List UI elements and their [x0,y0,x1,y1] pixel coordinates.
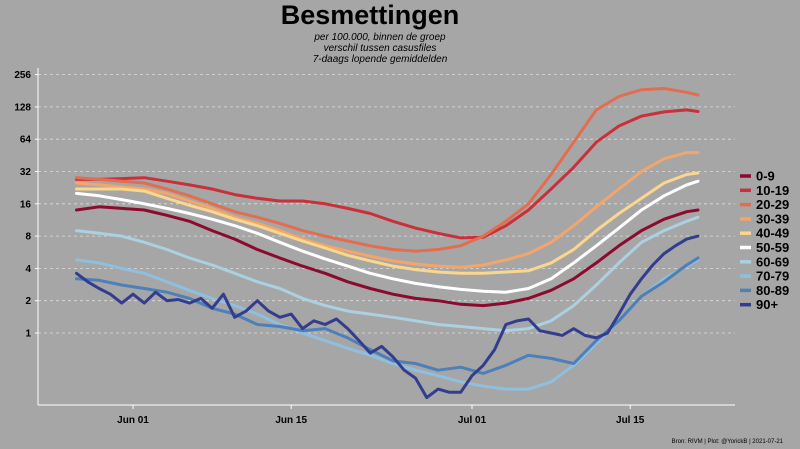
series-line-60-69 [75,215,700,333]
series-line-10-19 [75,108,700,240]
series-line-40-49 [75,171,700,275]
legend-label-20-29: 20-29 [756,197,789,212]
chart-subtitle-line-3: 7-daags lopende gemiddelden [313,54,448,65]
series-line-50-59 [75,179,700,294]
y-tick-label: 32 [20,167,32,178]
y-axis-ticks: 1 2 4 8 16 32 64 128 256 [14,70,38,340]
chart-title: Besmettingen [281,0,460,30]
legend-label-30-39: 30-39 [756,211,789,226]
legend-label-90+: 90+ [756,297,778,312]
x-axis-ticks: Jun 01 Jun 15 Jul 01 Jul 15 [117,405,645,426]
series-line-20-29 [75,87,700,253]
y-tick-label: 64 [20,135,32,146]
x-tick-label: Jun 01 [117,415,149,426]
gridlines [38,74,735,334]
y-tick-label: 256 [14,70,31,81]
y-tick-label: 4 [25,264,31,275]
x-tick-label: Jul 01 [458,415,487,426]
legend-label-0-9: 0-9 [756,169,775,184]
series-line-90+ [75,234,700,400]
y-tick-label: 2 [25,296,31,307]
x-tick-label: Jun 15 [275,415,307,426]
series-line-30-39 [75,151,700,269]
y-tick-label: 16 [20,199,32,210]
legend-label-10-19: 10-19 [756,183,789,198]
chart-subtitle-line-1: per 100.000, binnen de groep [313,32,446,43]
legend-label-60-69: 60-69 [756,254,789,269]
y-tick-label: 8 [25,232,31,243]
legend-label-70-79: 70-79 [756,269,789,284]
y-tick-label: 1 [25,329,31,340]
chart-subtitle-line-2: verschil tussen casusfiles [324,43,437,54]
chart-caption: Bron: RIVM | Plot: @YorickB | 2021-07-21 [672,439,784,445]
legend-label-40-49: 40-49 [756,226,789,241]
series-line-0-9 [75,205,700,308]
legend-label-50-59: 50-59 [756,240,789,255]
x-tick-label: Jul 15 [616,415,645,426]
y-tick-label: 128 [14,102,31,113]
series-lines [75,87,700,400]
legend: 0-910-1920-2930-3940-4950-5960-6970-7980… [740,169,789,312]
legend-label-80-89: 80-89 [756,283,789,298]
series-line-70-79 [75,258,700,391]
